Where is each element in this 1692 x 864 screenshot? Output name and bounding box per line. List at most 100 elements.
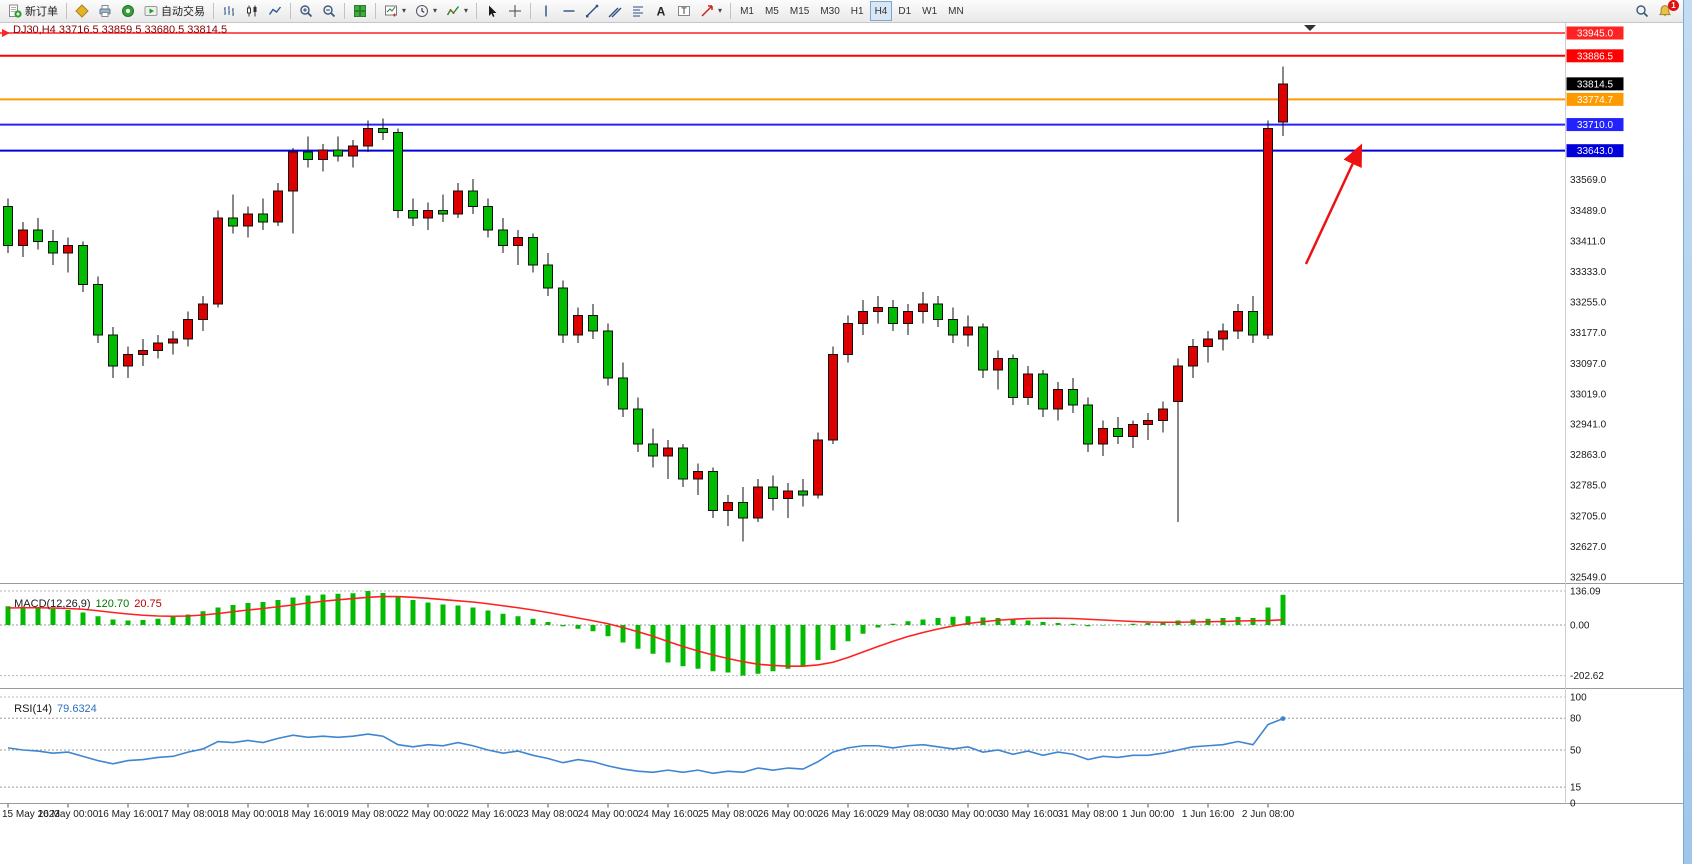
metaeditor-button[interactable] (71, 1, 93, 21)
cursor-button[interactable] (481, 1, 503, 21)
price-box-33945.0-text: 33945.0 (1577, 29, 1614, 40)
candle-body (273, 190, 283, 223)
chart-ohlc-title: DJ30,H4 33716.5 33859.5 33680.5 33814.5 (13, 24, 228, 36)
candle-body (243, 213, 253, 227)
candle-body (603, 330, 613, 379)
community-button[interactable] (117, 1, 139, 21)
price-box-33886.5-text: 33886.5 (1577, 51, 1614, 62)
toolbar-separator (290, 3, 291, 19)
svg-text:A: A (657, 5, 666, 19)
time-tick-label: 25 May 08:00 (698, 809, 759, 820)
arrow-shape-icon (701, 5, 713, 17)
candle-body (678, 447, 688, 480)
search-button[interactable] (1631, 1, 1653, 21)
candle-body (633, 408, 643, 445)
price-box-33710.0-text: 33710.0 (1577, 120, 1614, 131)
rsi-axis-label: 15 (1570, 783, 1582, 794)
candle-body (708, 470, 718, 511)
candle-body (723, 502, 733, 511)
timeframe-button-d1[interactable]: D1 (893, 1, 916, 21)
candle-body (1113, 428, 1123, 437)
timeframe-button-m1[interactable]: M1 (735, 1, 759, 21)
channel-button[interactable] (604, 1, 626, 21)
time-tick-label: 22 May 00:00 (398, 809, 459, 820)
candle-body (33, 229, 43, 242)
period-dropdown[interactable]: ▾ (411, 1, 441, 21)
timeframe-group: M1 M5 M15 M30 H1 H4 D1 W1 MN (735, 1, 969, 21)
alerts-button[interactable]: 1 (1654, 0, 1679, 21)
fibonacci-button[interactable] (627, 1, 649, 21)
search-icon (1636, 5, 1649, 18)
autotrading-icon (144, 6, 158, 16)
vertical-line-button[interactable] (535, 1, 557, 21)
chevron-down-icon: ▾ (718, 6, 723, 15)
time-tick-label: 1 Jun 16:00 (1182, 809, 1235, 820)
timeframe-button-m15[interactable]: M15 (785, 1, 814, 21)
timeframe-button-h1[interactable]: H1 (846, 1, 869, 21)
candle-body (78, 244, 88, 285)
trendline-button[interactable] (581, 1, 603, 21)
zoom-out-button[interactable] (318, 1, 340, 21)
candlestick-button[interactable] (241, 1, 263, 21)
timeframe-button-m5[interactable]: M5 (760, 1, 784, 21)
print-button[interactable] (94, 1, 116, 21)
price-tick-label: 33019.0 (1570, 389, 1607, 400)
macd-axis-label: -202.62 (1570, 671, 1604, 682)
price-tick-label: 33177.0 (1570, 328, 1607, 339)
candle-body (573, 315, 583, 336)
candle-body (393, 131, 403, 211)
tile-windows-button[interactable] (349, 1, 371, 21)
candle-body (18, 229, 28, 246)
candle-body (93, 283, 103, 336)
time-tick-label: 17 May 08:00 (158, 809, 219, 820)
macd-panel-label: MACD(12,26,9) 120.70 20.75 (8, 586, 162, 610)
cursor-icon (489, 5, 497, 17)
new-order-button[interactable]: 新订单 (4, 1, 62, 21)
timeframe-button-mn[interactable]: MN (943, 1, 969, 21)
autotrading-label: 自动交易 (161, 6, 205, 18)
window-edge-scrollbar[interactable] (1683, 0, 1692, 864)
candle-body (408, 209, 418, 219)
candle-body (543, 264, 553, 289)
candle-body (738, 502, 748, 519)
candle-body (948, 318, 958, 336)
price-box-33710.0 (1566, 118, 1624, 132)
new-order-label: 新订单 (25, 6, 58, 18)
time-tick-label: 29 May 08:00 (878, 809, 939, 820)
autotrading-button[interactable]: 自动交易 (140, 1, 209, 21)
main-toolbar: 新订单 自动交易 ▾ ▾ ▾ (0, 0, 1692, 23)
community-icon (122, 5, 134, 17)
indicators-dropdown[interactable]: ▾ (442, 1, 472, 21)
new-chart-dropdown[interactable]: ▾ (380, 1, 410, 21)
price-tick-label: 32941.0 (1570, 420, 1607, 431)
candle-body (903, 311, 913, 324)
timeframe-button-w1[interactable]: W1 (917, 1, 942, 21)
horizontal-line-button[interactable] (558, 1, 580, 21)
candle-body (168, 338, 178, 344)
trend-arrow[interactable] (1304, 143, 1363, 265)
time-tick-label: 18 May 00:00 (218, 809, 279, 820)
candle-body (828, 353, 838, 441)
toolbar-separator (213, 3, 214, 19)
candle-body (213, 217, 223, 305)
shapes-dropdown[interactable]: ▾ (696, 1, 726, 21)
line-chart-button[interactable] (264, 1, 286, 21)
price-tick-label: 33411.0 (1570, 237, 1606, 248)
bar-chart-button[interactable] (218, 1, 240, 21)
crosshair-button[interactable] (504, 1, 526, 21)
time-tick-label: 24 May 00:00 (578, 809, 639, 820)
candle-body (288, 151, 298, 192)
timeframe-button-m30[interactable]: M30 (815, 1, 844, 21)
candle-body (453, 190, 463, 215)
channel-icon (608, 7, 622, 18)
text-button[interactable]: A (650, 1, 672, 21)
time-tick-label: 26 May 00:00 (758, 809, 819, 820)
zoom-in-button[interactable] (295, 1, 317, 21)
candle-body (888, 307, 898, 324)
candle-body (483, 205, 493, 231)
label-button[interactable]: T (673, 1, 695, 21)
candle-body (753, 486, 763, 519)
chart-shift-marker[interactable] (1304, 25, 1316, 31)
timeframe-button-h4[interactable]: H4 (869, 1, 893, 21)
